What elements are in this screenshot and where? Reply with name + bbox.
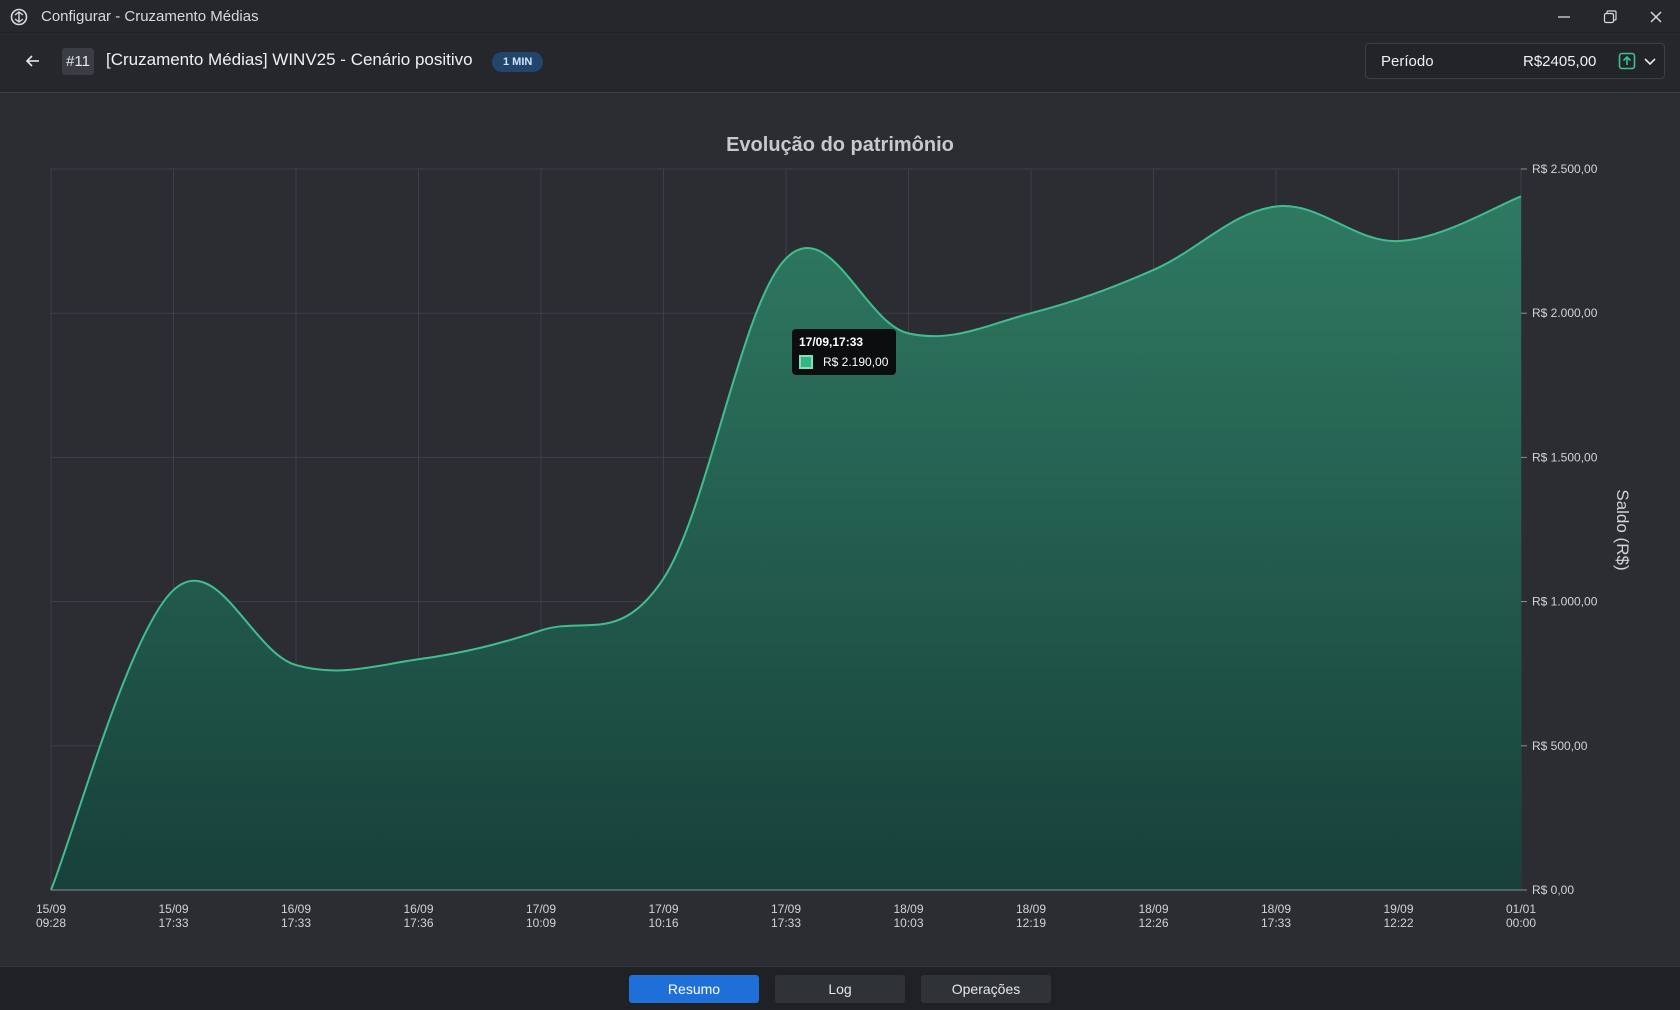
restore-icon (1603, 9, 1617, 23)
equity-area-fill (51, 196, 1521, 890)
x-tick-label-time: 10:09 (526, 916, 556, 930)
x-tick-label-time: 00:00 (1506, 916, 1536, 930)
x-tick-label-time: 12:19 (1016, 916, 1046, 930)
y-axis-label: Saldo (R$) (1613, 489, 1632, 570)
y-tick-label: R$ 1.500,00 (1532, 450, 1598, 464)
data-point (907, 331, 911, 335)
equity-chart[interactable]: R$ 0,00 R$ 500,00 R$ 1.000,00 R$ 1.500,00 R$… (0, 94, 1680, 966)
x-tick-label-date: 16/09 (403, 902, 433, 916)
timeframe-badge: 1 MIN (492, 52, 544, 72)
x-tick-label-date: 17/09 (648, 902, 678, 916)
data-point (1397, 239, 1401, 243)
x-tick-label-time: 17:33 (771, 916, 801, 930)
tab-resumo[interactable]: Resumo (629, 975, 759, 1003)
data-point (1519, 194, 1523, 198)
arrow-up-box-icon (1618, 52, 1636, 70)
data-point (1029, 311, 1033, 315)
x-tick-label-time: 17:36 (403, 916, 433, 930)
y-tick-label: R$ 500,00 (1532, 739, 1588, 753)
strategy-title: [Cruzamento Médias] WINV25 - Cenário pos… (106, 50, 473, 69)
data-point (172, 588, 176, 592)
y-tick-label: R$ 2.500,00 (1532, 162, 1598, 176)
period-selector[interactable]: Período R$2405,00 (1365, 43, 1665, 79)
back-button[interactable] (18, 46, 48, 76)
period-label: Período (1381, 53, 1434, 70)
x-tick-label-date: 18/09 (1016, 902, 1046, 916)
x-tick-label-date: 18/09 (1261, 902, 1291, 916)
tooltip-series-swatch (799, 355, 813, 369)
period-value: R$2405,00 (1523, 53, 1597, 70)
tooltip-value: R$ 2.190,00 (823, 355, 889, 369)
data-point (294, 663, 298, 667)
x-tick-label-date: 17/09 (771, 902, 801, 916)
strategy-id-badge: #11 (62, 48, 94, 75)
x-tick-label-time: 17:33 (281, 916, 311, 930)
x-tick-label-date: 18/09 (893, 902, 923, 916)
x-tick-label-time: 12:26 (1138, 916, 1168, 930)
app-logo-icon (10, 8, 28, 26)
data-point (539, 628, 543, 632)
data-point (784, 256, 788, 260)
chevron-down-icon (1644, 58, 1656, 66)
window-titlebar: Configurar - Cruzamento Médias (0, 0, 1680, 33)
chart-title: Evolução do patrimônio (726, 134, 954, 156)
x-tick-label-time: 10:16 (648, 916, 678, 930)
chart-tooltip: 17/09,17:33 R$ 2.190,00 (792, 329, 896, 375)
x-tick-label-time: 12:22 (1383, 916, 1413, 930)
minimize-button[interactable] (1541, 0, 1587, 33)
x-tick-label-date: 15/09 (36, 902, 66, 916)
data-point (1274, 204, 1278, 208)
equity-chart-panel: Evolução do patrimônio R$ 0,00 R$ 500,00 R… (0, 94, 1680, 966)
close-icon (1650, 11, 1662, 22)
x-tick-label-date: 18/09 (1138, 902, 1168, 916)
restore-button[interactable] (1587, 0, 1633, 33)
close-button[interactable] (1633, 0, 1679, 33)
equity-line (50, 195, 1522, 891)
tab-log[interactable]: Log (775, 975, 905, 1003)
data-point (417, 657, 421, 661)
minimize-icon (1558, 15, 1570, 18)
x-tick-label-date: 16/09 (281, 902, 311, 916)
x-tick-label-time: 17:33 (158, 916, 188, 930)
y-tick-label: R$ 2.000,00 (1532, 306, 1598, 320)
y-tick-label: R$ 0,00 (1532, 883, 1574, 897)
x-tick-label-date: 17/09 (526, 902, 556, 916)
x-tick-label-time: 10:03 (893, 916, 923, 930)
x-tick-label-date: 15/09 (158, 902, 188, 916)
x-tick-label-time: 09:28 (36, 916, 66, 930)
x-tick-label-time: 17:33 (1261, 916, 1291, 930)
arrow-left-icon (25, 55, 39, 67)
x-tick-label-date: 19/09 (1383, 902, 1413, 916)
data-point (1152, 268, 1156, 272)
data-point (662, 577, 666, 581)
y-tick-label: R$ 1.000,00 (1532, 595, 1598, 609)
tooltip-date: 17/09,17:33 (799, 335, 864, 349)
tab-operacoes[interactable]: Operações (921, 975, 1051, 1003)
window-title: Configurar - Cruzamento Médias (41, 8, 259, 25)
strategy-header: #11 [Cruzamento Médias] WINV25 - Cenário… (0, 33, 1680, 93)
bottom-tab-bar: Resumo Log Operações (0, 966, 1680, 1010)
x-tick-label-date: 01/01 (1506, 902, 1536, 916)
